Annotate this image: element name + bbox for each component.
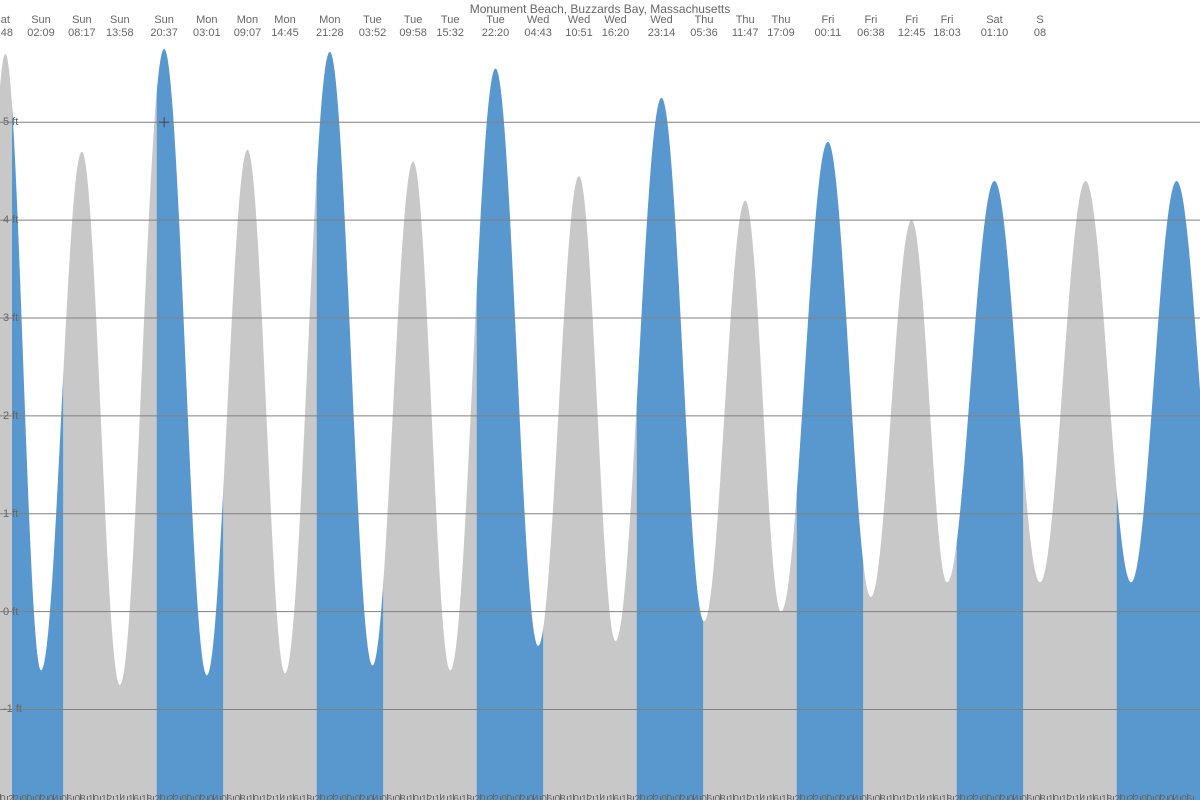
y-axis-label: 2 ft [3, 410, 18, 422]
y-axis-label: -1 ft [3, 703, 22, 715]
time-label: Sun13:58 [106, 14, 134, 40]
time-label: Wed04:43 [524, 14, 552, 40]
y-axis-label: 0 ft [3, 606, 18, 618]
time-label: Mon21:28 [316, 14, 344, 40]
y-axis-label: 5 ft [3, 116, 18, 128]
time-label: at:48 [0, 14, 13, 40]
time-label: Tue22:20 [482, 14, 510, 40]
time-label: Mon09:07 [234, 14, 262, 40]
chart-title: Monument Beach, Buzzards Bay, Massachuse… [0, 2, 1200, 16]
time-label: Fri18:03 [933, 14, 961, 40]
y-axis-label: 1 ft [3, 508, 18, 520]
time-label: Fri06:38 [857, 14, 885, 40]
time-label: Wed10:51 [565, 14, 593, 40]
time-label: Tue03:52 [359, 14, 387, 40]
time-label: Wed16:20 [602, 14, 630, 40]
y-axis-label: 4 ft [3, 214, 18, 226]
time-label: Thu11:47 [732, 14, 759, 40]
time-label: Sun08:17 [68, 14, 96, 40]
time-label: Fri00:11 [815, 14, 842, 40]
time-label: Sat01:10 [981, 14, 1009, 40]
y-axis-label: 3 ft [3, 312, 18, 324]
time-label: Tue09:58 [399, 14, 427, 40]
time-label: Thu05:36 [690, 14, 718, 40]
time-label: Sun02:09 [27, 14, 55, 40]
chart-svg [0, 0, 1200, 800]
time-label: Tue15:32 [436, 14, 464, 40]
time-label: Fri12:45 [898, 14, 926, 40]
time-label: Wed23:14 [648, 14, 676, 40]
time-label: S08 [1034, 14, 1046, 40]
time-label: Mon03:01 [193, 14, 221, 40]
tide-chart: Monument Beach, Buzzards Bay, Massachuse… [0, 0, 1200, 800]
bottom-ticks [0, 794, 1200, 800]
time-label: Sun20:37 [150, 14, 178, 40]
time-label: Thu17:09 [767, 14, 795, 40]
time-label: Mon14:45 [271, 14, 299, 40]
